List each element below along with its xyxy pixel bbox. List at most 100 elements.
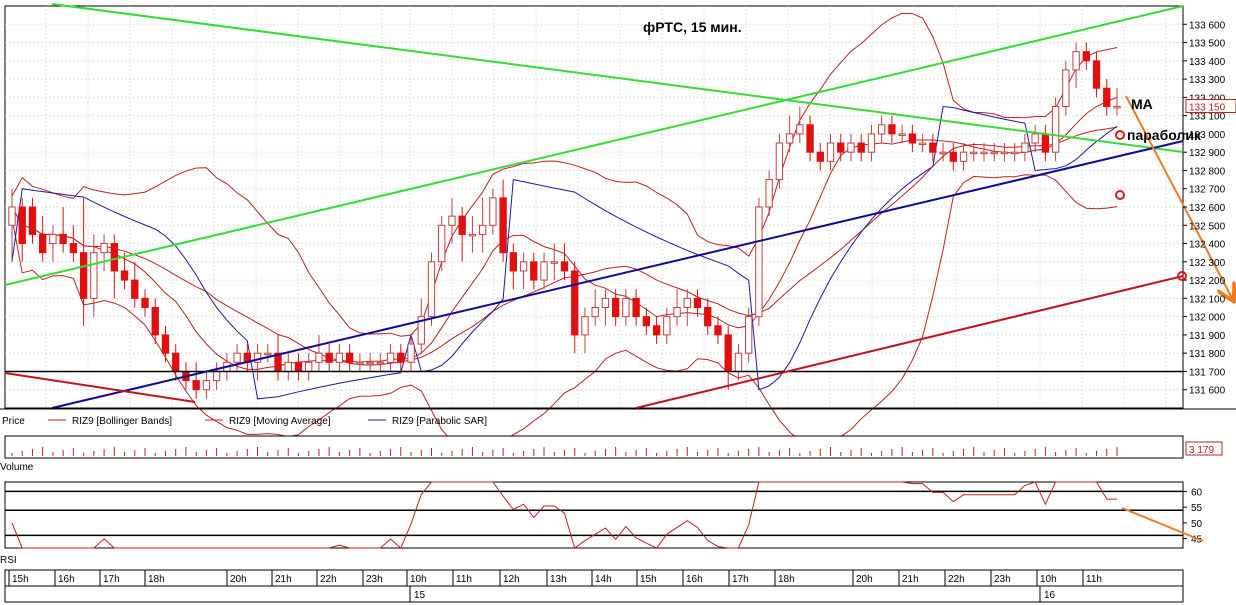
candle: [663, 307, 671, 345]
candle: [826, 133, 835, 171]
candle: [151, 298, 159, 345]
candle-body: [489, 197, 497, 226]
candle-body: [151, 307, 159, 336]
candle: [918, 133, 927, 153]
candle: [1011, 143, 1019, 162]
price-tick-label: 132 600: [1189, 203, 1226, 214]
candle: [489, 188, 497, 235]
price-tick-label: 133 100: [1189, 112, 1226, 123]
date-label: 15: [414, 590, 426, 601]
price-tick-label: 132 900: [1189, 148, 1226, 159]
candle-body: [663, 316, 671, 336]
candle: [499, 179, 507, 262]
overlay: фРТС, 15 мин. MA параболик: [643, 19, 1232, 298]
candle-body: [397, 352, 405, 363]
candle-body: [468, 233, 477, 237]
candle: [8, 188, 16, 262]
candle-body: [990, 151, 998, 155]
price-tick-label: 131 600: [1189, 386, 1226, 397]
candle: [878, 115, 886, 144]
price-tick-label: 131 900: [1189, 331, 1226, 342]
candle-body: [100, 243, 108, 254]
price-tick-label: 133 200: [1189, 93, 1226, 104]
candle-body: [918, 142, 927, 146]
candle-body: [1072, 51, 1080, 71]
candle-body: [315, 352, 323, 363]
candle: [949, 143, 957, 171]
time-label: 11h: [456, 574, 472, 585]
candle: [560, 243, 569, 281]
candle: [611, 289, 620, 326]
volume-value-box: [1185, 441, 1223, 456]
candle-body: [407, 343, 415, 363]
candle: [1000, 143, 1009, 162]
candle: [141, 289, 149, 317]
candle-body: [356, 361, 364, 365]
candle-body: [826, 142, 835, 162]
candle: [591, 289, 599, 326]
candle-body: [693, 297, 702, 309]
candle-body: [540, 261, 548, 281]
candle-body: [816, 151, 824, 162]
trend-lines: [4, 3, 1184, 409]
candle: [550, 243, 558, 281]
candle: [908, 124, 917, 153]
time-label: 17h: [732, 574, 749, 585]
candle: [458, 207, 466, 262]
candle-body: [908, 133, 917, 144]
candle-body: [898, 133, 906, 136]
candle-body: [673, 307, 681, 318]
candle: [683, 289, 691, 326]
candle: [519, 252, 528, 290]
bollinger-lower-line: [11, 174, 1118, 449]
legend-price: Price: [2, 416, 25, 427]
candle-body: [857, 142, 865, 153]
candle-body: [959, 151, 968, 162]
rsi-tick-label: 45: [1191, 535, 1203, 546]
candle: [100, 234, 108, 271]
time-label: 12h: [503, 574, 520, 585]
candle: [970, 143, 978, 162]
time-label: 21h: [902, 574, 919, 585]
rsi-panel-frame: [4, 481, 1184, 549]
candle-body: [560, 261, 569, 272]
candle-body: [949, 151, 957, 162]
candle: [888, 115, 896, 144]
price-tick-label: 133 400: [1189, 57, 1226, 68]
candle-body: [376, 361, 385, 365]
candle-body: [120, 270, 129, 281]
candle-body: [939, 151, 947, 155]
legend-ma: RIZ9 [Moving Average]: [229, 416, 331, 427]
candle: [28, 197, 37, 244]
candle: [49, 225, 57, 262]
candle: [704, 298, 712, 335]
price-tick-label: 131 800: [1189, 349, 1226, 360]
candle: [509, 243, 518, 290]
rsi-tick-label: 50: [1191, 519, 1203, 530]
volume-label: Volume: [0, 462, 34, 473]
price-tick-label: 133 000: [1189, 130, 1226, 141]
candle-body: [1082, 51, 1090, 62]
candle-body: [499, 197, 507, 254]
price-tick-label: 131 700: [1189, 367, 1226, 378]
price-tick-label: 133 300: [1189, 75, 1226, 86]
candle-body: [847, 142, 855, 153]
candle-body: [59, 233, 67, 245]
candle-body: [1062, 69, 1070, 107]
time-label: 15h: [12, 574, 29, 585]
candle: [386, 344, 395, 372]
candle-body: [202, 380, 211, 391]
candle-body: [980, 151, 988, 155]
candle-body: [49, 233, 57, 245]
candle-body: [39, 233, 47, 254]
candle: [601, 289, 610, 326]
time-label: 16h: [686, 574, 703, 585]
legend-sar: RIZ9 [Parabolic SAR]: [392, 416, 487, 427]
candle-body: [530, 261, 538, 281]
candle: [652, 316, 661, 345]
candle-body: [1031, 133, 1039, 144]
candle-body: [642, 316, 651, 327]
candle: [857, 133, 865, 162]
candle-body: [417, 316, 425, 345]
